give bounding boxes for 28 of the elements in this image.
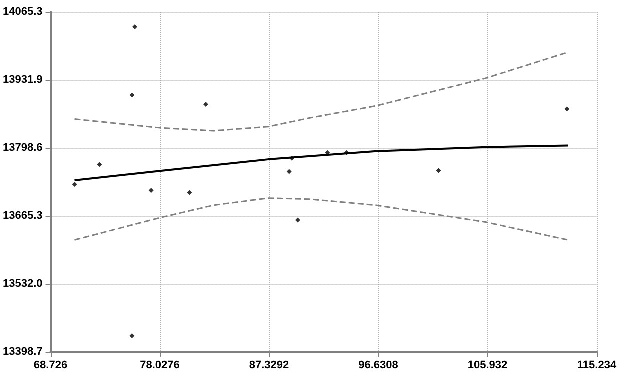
x-tick-label: 115.234 <box>577 360 618 372</box>
y-tick-label: 14065.3 <box>2 6 43 18</box>
point <box>290 156 295 162</box>
x-tick-label: 96.6308 <box>358 360 398 372</box>
y-tick-label: 13798.6 <box>2 142 43 154</box>
point <box>130 334 135 339</box>
x-tick-label: 68.726 <box>34 360 68 372</box>
point <box>295 218 300 223</box>
point <box>203 102 208 107</box>
y-tick-label: 13931.9 <box>2 74 43 86</box>
point <box>286 169 292 174</box>
y-tick-label: 13665.3 <box>2 210 43 222</box>
point <box>344 150 350 156</box>
y-tick-label: 13398.7 <box>2 346 43 358</box>
point <box>564 106 570 112</box>
point <box>148 188 154 194</box>
x-tick-label: 87.3292 <box>249 360 290 372</box>
point <box>72 182 78 188</box>
point <box>187 190 192 196</box>
point <box>132 24 138 30</box>
line-series <box>74 52 569 132</box>
x-tick-label: 105.932 <box>468 360 508 372</box>
point <box>97 162 102 168</box>
point <box>436 168 442 174</box>
x-tick-label: 78.0276 <box>140 360 180 372</box>
point <box>130 92 135 98</box>
y-tick-label: 13532.0 <box>2 278 43 290</box>
line-series <box>74 198 569 241</box>
